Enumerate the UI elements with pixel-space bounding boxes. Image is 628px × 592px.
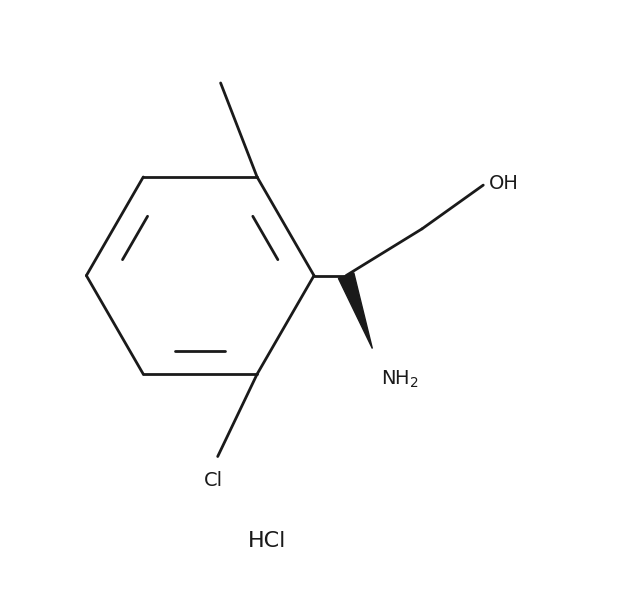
Polygon shape: [338, 273, 372, 349]
Text: NH$_2$: NH$_2$: [381, 369, 419, 390]
Text: OH: OH: [489, 175, 519, 194]
Text: Cl: Cl: [204, 471, 223, 490]
Text: HCl: HCl: [248, 531, 286, 551]
